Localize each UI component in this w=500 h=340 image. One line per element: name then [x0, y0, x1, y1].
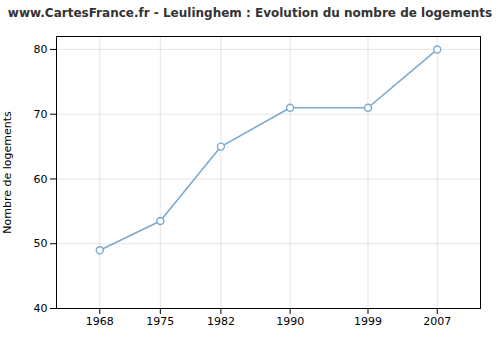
svg-text:50: 50: [34, 237, 48, 250]
svg-text:1990: 1990: [276, 315, 304, 328]
svg-text:70: 70: [34, 108, 48, 121]
svg-text:80: 80: [34, 43, 48, 56]
svg-text:Nombre de logements: Nombre de logements: [1, 111, 14, 234]
svg-text:1975: 1975: [146, 315, 174, 328]
svg-text:2007: 2007: [423, 315, 451, 328]
svg-text:1968: 1968: [86, 315, 114, 328]
svg-text:40: 40: [34, 302, 48, 315]
svg-text:1982: 1982: [207, 315, 235, 328]
html-text:www.CartesFrance.fr - Leulingh: www.CartesFrance.fr - Leulinghem : Evolu…: [7, 6, 493, 20]
svg-text:60: 60: [34, 172, 48, 185]
svg-text:1999: 1999: [354, 315, 382, 328]
